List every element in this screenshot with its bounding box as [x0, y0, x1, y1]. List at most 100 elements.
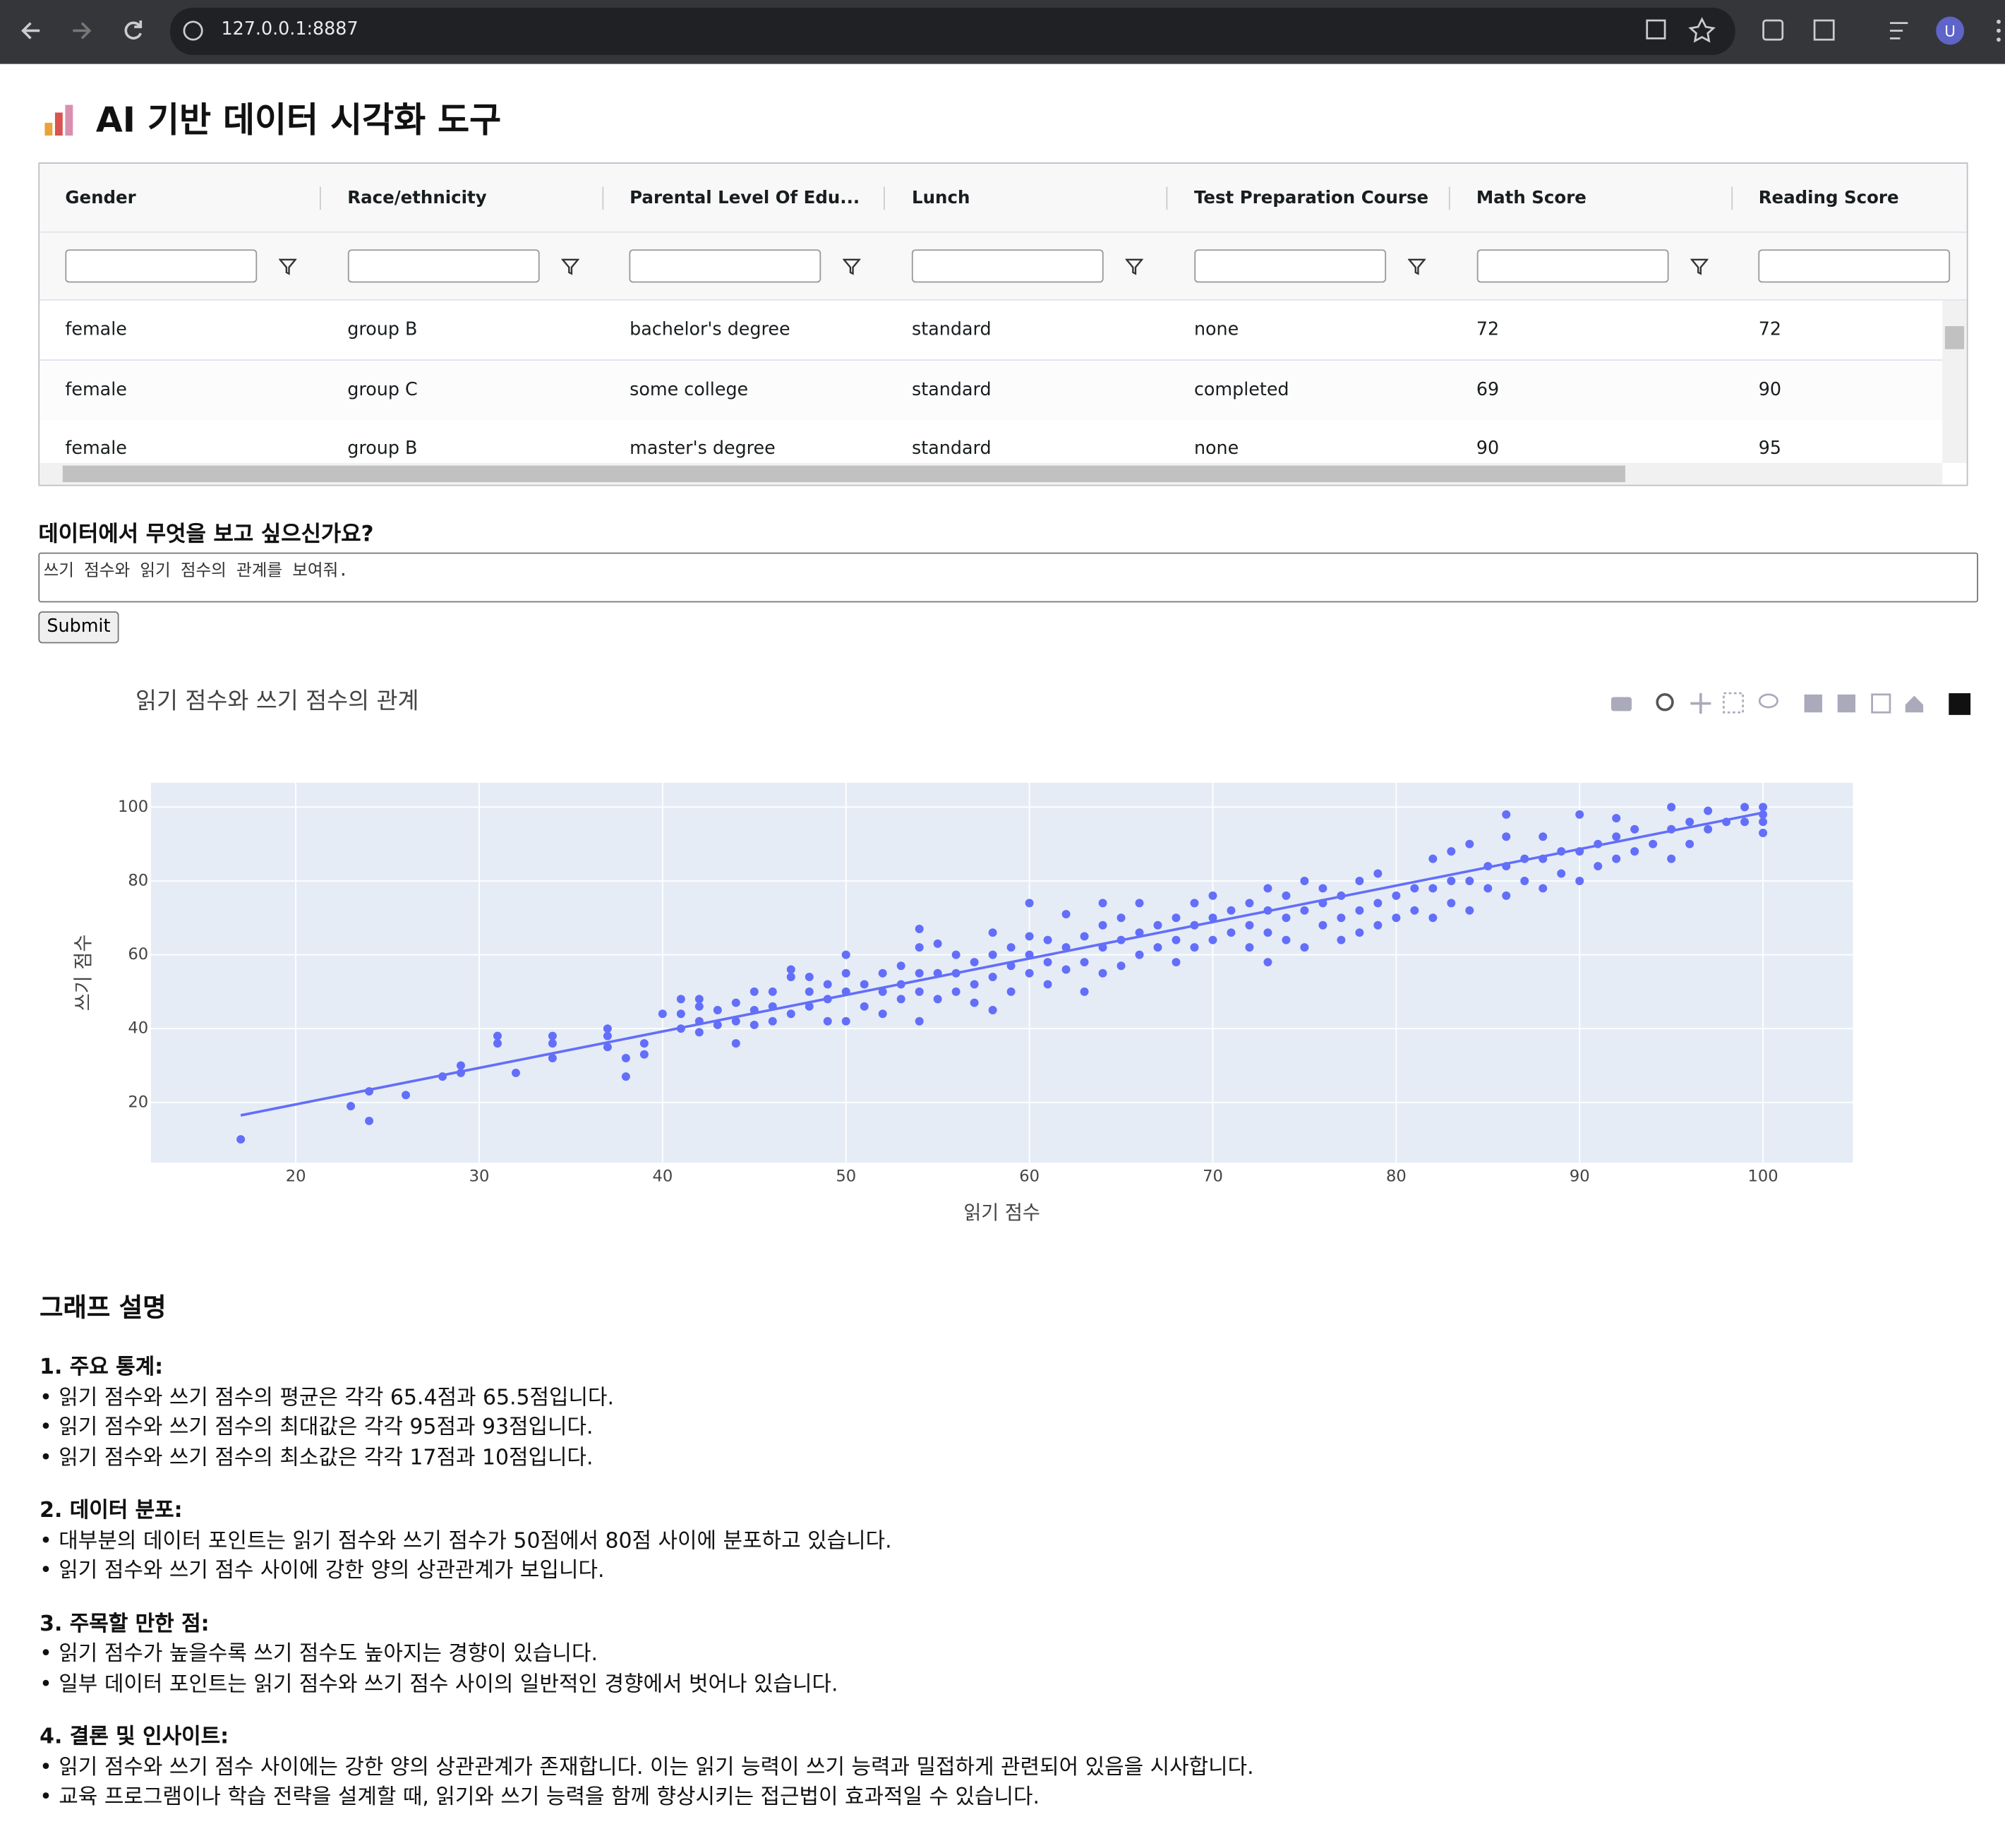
scatter-point: [639, 1050, 649, 1059]
scatter-point: [1135, 950, 1144, 959]
column-separator: [1166, 186, 1168, 210]
scatter-point: [1153, 920, 1162, 930]
scatter-point: [1373, 899, 1383, 908]
scatter-point: [1116, 961, 1126, 971]
scatter-point: [731, 1039, 740, 1048]
vertical-scrollbar[interactable]: [1942, 300, 1967, 463]
scatter-point: [1612, 854, 1621, 863]
bookmark-icon[interactable]: [1688, 17, 1716, 43]
modebar-reset[interactable]: [1905, 695, 1924, 713]
scatter-point: [236, 1135, 246, 1144]
scatter-point: [731, 1016, 740, 1026]
scatter-point: [915, 987, 924, 996]
scatter-point: [1685, 817, 1694, 827]
scatter-point: [933, 995, 942, 1004]
back-button[interactable]: [21, 22, 40, 40]
query-label: 데이터에서 무엇을 보고 싶으신가요?: [38, 522, 374, 548]
filter-input[interactable]: [1193, 249, 1386, 283]
scatter-point: [768, 987, 777, 996]
filter-icon[interactable]: [1125, 257, 1144, 275]
scatter-point: [1483, 884, 1493, 893]
scatter-point: [1245, 920, 1254, 930]
section-item: • 읽기 점수와 쓰기 점수의 최소값은 각각 17점과 10점입니다.: [40, 1444, 594, 1469]
media-icon[interactable]: [1889, 22, 1908, 40]
scatter-point: [841, 950, 850, 959]
scatter-point: [713, 1006, 722, 1015]
forward-button[interactable]: [73, 22, 92, 40]
section-item: • 대부분의 데이터 포인트는 읽기 점수와 쓰기 점수가 50점에서 80점 …: [40, 1528, 892, 1552]
filter-icon[interactable]: [278, 257, 297, 275]
scatter-point: [1043, 935, 1052, 944]
modebar-zoom-out[interactable]: [1837, 694, 1856, 713]
y-tick-label: 100: [118, 798, 148, 816]
y-tick-label: 20: [128, 1093, 148, 1111]
scatter-point: [1704, 824, 1713, 834]
filter-input[interactable]: [1758, 249, 1951, 283]
filter-icon[interactable]: [560, 257, 579, 275]
filter-input[interactable]: [65, 249, 258, 283]
filter-icon[interactable]: [1407, 257, 1426, 275]
scatter-point: [621, 1072, 630, 1081]
extension-icon[interactable]: [1762, 19, 1784, 41]
address-bar[interactable]: [169, 7, 1735, 55]
modebar-pan[interactable]: [1690, 693, 1711, 714]
modebar-autoscale[interactable]: [1871, 693, 1891, 714]
modebar-plotly-logo[interactable]: [1949, 693, 1971, 715]
scatter-point: [933, 939, 942, 948]
profile-avatar[interactable]: [1936, 16, 1965, 45]
trend-line: [240, 811, 1764, 1117]
scatter-point: [1318, 884, 1327, 893]
modebar-camera[interactable]: [1610, 697, 1632, 712]
modebar-zoom-in[interactable]: [1804, 694, 1822, 713]
filter-input[interactable]: [630, 249, 821, 283]
scatter-point: [1172, 958, 1181, 967]
scatter-point: [1190, 943, 1199, 952]
reload-button[interactable]: [124, 20, 143, 40]
modebar-select[interactable]: [1723, 692, 1744, 714]
scatter-point: [1630, 847, 1639, 856]
scatter-point: [511, 1068, 520, 1077]
filter-input[interactable]: [912, 249, 1104, 283]
x-tick-label: 50: [836, 1167, 856, 1185]
x-tick-label: 20: [286, 1167, 306, 1185]
x-tick-label: 70: [1203, 1167, 1223, 1185]
translate-icon[interactable]: [1646, 19, 1666, 40]
modebar-lasso[interactable]: [1758, 693, 1778, 709]
scatter-point: [878, 1009, 887, 1019]
scatter-point: [1373, 920, 1383, 930]
scatter-point: [805, 1002, 814, 1011]
site-info[interactable]: [183, 20, 203, 41]
query-input[interactable]: 쓰기 점수와 읽기 점수의 관계를 보여줘.: [38, 552, 1979, 603]
column-separator: [319, 186, 321, 210]
scatter-point: [1227, 906, 1236, 915]
plot-background: [150, 782, 1853, 1163]
filter-icon[interactable]: [1690, 257, 1708, 275]
scatter-point: [603, 1024, 612, 1033]
scatter-point: [694, 1028, 704, 1037]
scatter-point: [768, 1016, 777, 1026]
x-tick-label: 30: [469, 1167, 490, 1185]
scatter-point: [1539, 832, 1548, 841]
submit-button[interactable]: Submit: [38, 611, 119, 644]
y-tick-label: 40: [128, 1019, 148, 1038]
scatter-point: [402, 1091, 411, 1100]
scatter-point: [988, 1006, 997, 1015]
x-tick-label: 60: [1019, 1167, 1040, 1185]
scatter-point: [1447, 847, 1456, 856]
scatter-point: [1612, 832, 1621, 841]
filter-input[interactable]: [347, 249, 540, 283]
filter-icon[interactable]: [843, 257, 862, 275]
scatter-point: [1245, 899, 1254, 908]
scatter-point: [1337, 935, 1346, 944]
scatter-point: [1006, 943, 1016, 952]
horizontal-scrollbar[interactable]: [40, 462, 1943, 485]
scatter-point: [896, 961, 905, 971]
extensions-menu[interactable]: [1813, 19, 1835, 41]
scatter-point: [823, 1016, 832, 1026]
scatter-point: [493, 1039, 502, 1048]
filter-input[interactable]: [1476, 249, 1668, 283]
table-cell: some college: [630, 379, 749, 400]
modebar-zoom[interactable]: [1656, 693, 1674, 712]
browser-icons: U: [21, 7, 2001, 55]
table-cell: 72: [1758, 319, 1782, 340]
